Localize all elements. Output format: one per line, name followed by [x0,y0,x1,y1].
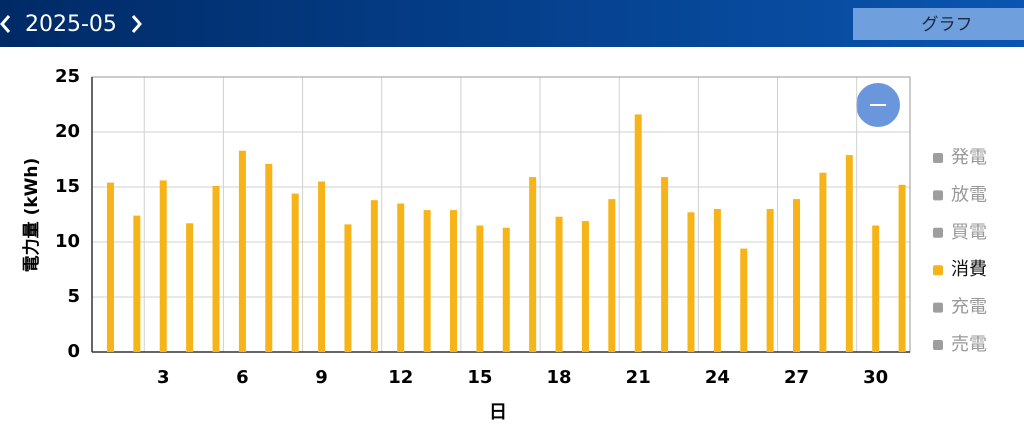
y-tick-label: 5 [67,286,80,307]
bar [555,216,563,352]
bar [212,185,220,352]
prev-month[interactable] [0,15,11,33]
month-label: 2025-05 [25,12,117,37]
x-tick-label: 18 [547,367,572,388]
x-axis-label: 日 [489,402,507,423]
legend-label[interactable]: 消費 [951,259,987,280]
bar [766,209,774,352]
x-tick-label: 24 [705,367,730,388]
x-tick-label: 12 [388,367,413,388]
bar [106,182,114,352]
y-tick-label: 10 [55,231,80,252]
x-tick-label: 6 [236,367,249,388]
bar [238,150,246,352]
bar [687,212,695,352]
bar [608,199,616,352]
bar [740,248,748,352]
bar [898,184,906,352]
legend-swatch [933,302,943,313]
legend-swatch [933,190,943,201]
x-tick-label: 27 [784,367,809,388]
bar [423,210,431,352]
legend-label[interactable]: 発電 [951,147,987,168]
legend-label[interactable]: 放電 [951,184,987,205]
bar [845,155,853,352]
y-tick-label: 0 [67,341,80,362]
y-tick-label: 25 [55,66,80,87]
bar [661,177,669,352]
next-month[interactable] [131,15,142,33]
legend-swatch [933,227,943,238]
bar [476,225,484,352]
x-tick-label: 15 [467,367,492,388]
bar [634,114,642,353]
legend-swatch [933,340,943,350]
legend-label[interactable]: 買電 [951,222,987,243]
view-button-label[interactable]: グラフ [922,15,973,35]
bar [793,199,801,352]
bar [291,193,299,352]
bar [159,180,167,352]
bar [370,200,378,352]
bar [344,224,352,352]
bar [450,210,458,352]
bar [318,181,326,352]
bar [819,172,827,352]
legend-label[interactable]: 売電 [951,334,987,355]
bar [133,215,141,352]
x-tick-label: 21 [626,367,651,388]
bar [502,227,510,352]
bar [265,163,273,352]
bar [872,225,880,352]
x-tick-label: 9 [315,367,328,388]
bar [713,209,721,352]
x-tick-label: 3 [157,367,170,388]
legend-swatch [933,153,943,163]
bar [529,177,537,352]
bar [186,223,194,352]
bar [581,221,589,352]
bar [397,203,405,352]
y-tick-label: 20 [55,121,80,142]
view-button[interactable] [853,8,1024,40]
y-tick-label: 15 [55,176,80,197]
y-axis-label: 電力量 (kWh) [21,158,42,273]
legend-label[interactable]: 充電 [951,297,987,318]
x-tick-label: 30 [863,367,888,388]
legend-swatch [933,265,943,276]
